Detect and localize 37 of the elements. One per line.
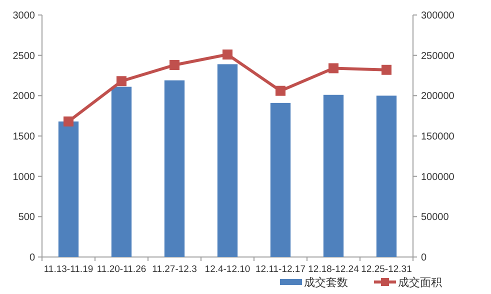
x-tick-label: 12.11-12.17 (255, 264, 306, 275)
y2-tick-label: 150000 (421, 132, 455, 142)
x-tick-label: 11.20-11.26 (96, 264, 146, 275)
point (276, 86, 286, 96)
bar (58, 121, 79, 257)
x-tick-label: 12.4-12.10 (204, 264, 250, 275)
point (64, 116, 74, 126)
y-tick-label: 0 (29, 252, 36, 264)
bar (217, 64, 238, 257)
bar (164, 80, 185, 257)
bar (323, 94, 344, 257)
y-tick-label: 1000 (12, 172, 36, 183)
bar (376, 96, 397, 257)
y2-tick-label: 200000 (421, 91, 455, 102)
point (382, 64, 392, 75)
y-tick-label: 3000 (12, 10, 36, 22)
legend-label: 成交套数 (304, 276, 348, 289)
y2-tick-label: 250000 (421, 50, 455, 62)
x-tick-label: 11.13-11.19 (44, 264, 94, 275)
point (116, 76, 126, 86)
y2-tick-label: 50000 (421, 212, 450, 224)
bar (111, 86, 132, 257)
x-tick-label: 12.25-12.31 (361, 264, 412, 275)
x-tick-label: 12.18-12.24 (308, 264, 359, 275)
point (222, 50, 232, 60)
y2-tick-label: 100000 (421, 172, 455, 183)
y-tick-label: 1500 (12, 132, 36, 142)
legend-label: 成交面积 (398, 276, 442, 289)
point (328, 63, 338, 74)
y2-tick-label: 300000 (421, 10, 455, 22)
y-tick-label: 500 (18, 212, 36, 224)
point (170, 60, 180, 70)
y2-tick-label: 0 (421, 252, 427, 264)
y-tick-label: 2500 (12, 50, 36, 62)
x-tick-label: 11.27-12.3 (152, 264, 197, 275)
bar (270, 102, 291, 257)
y-tick-label: 2000 (12, 91, 36, 102)
